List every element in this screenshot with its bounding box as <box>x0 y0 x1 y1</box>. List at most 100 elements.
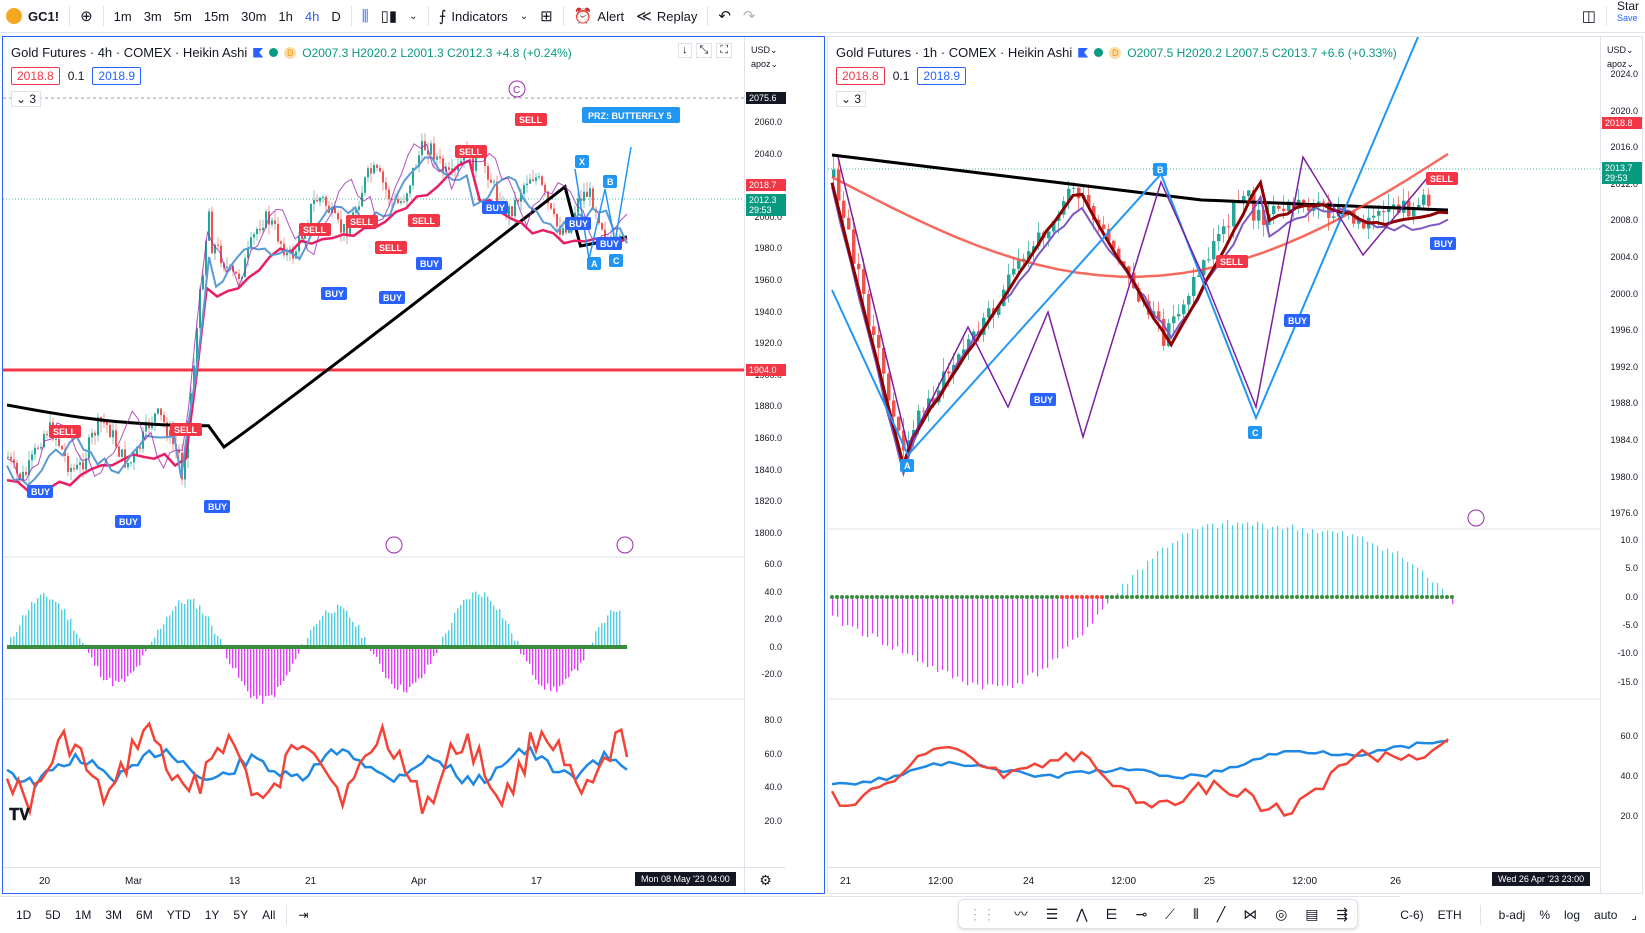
left-chart-canvas[interactable]: PRZ: BUTTERFLY 5 C X A B C SELL SELL SELL SELL SEL… <box>3 37 825 894</box>
right-price-axis[interactable]: USD⌄apoz⌄ 2024.02020.02016.02012.02008.0… <box>1600 37 1642 893</box>
compare-plus-icon[interactable]: ⊕ <box>80 8 93 25</box>
histogram-bar <box>1247 522 1249 597</box>
opt-auto[interactable]: auto <box>1594 907 1618 922</box>
interval-15m[interactable]: 15m <box>203 8 230 24</box>
abc-pattern-icon[interactable]: ⋀ <box>1076 905 1088 922</box>
timezone-label[interactable]: C-6) <box>1400 907 1424 922</box>
flag-icon[interactable] <box>1078 47 1089 58</box>
ray-line-icon[interactable]: ╱ <box>1216 905 1226 922</box>
range-6m[interactable]: 6M <box>136 908 153 922</box>
sell-signal: SELL <box>519 115 543 125</box>
histogram-bar <box>571 647 573 672</box>
flag-icon[interactable] <box>253 47 264 58</box>
right-chart-canvas[interactable]: A B C SELL SELL BUY BUY BUY <box>828 37 1643 894</box>
opt-percent[interactable]: % <box>1539 907 1550 922</box>
chevron-down-icon[interactable]: ⌄ <box>519 10 529 22</box>
right-time-axis[interactable]: Wed 26 Apr '23 23:00 21 12:00 24 12:00 25 12:… <box>828 867 1600 893</box>
opt-log[interactable]: log <box>1564 907 1581 922</box>
right-sell-price[interactable]: 2018.8 <box>836 67 885 85</box>
left-price-axis[interactable]: USD⌄apoz⌄ 2060.02040.02020.02000.01980.0… <box>744 37 786 893</box>
undo-icon[interactable]: ↶ <box>718 8 731 25</box>
spiral-icon[interactable]: ◎ <box>1275 905 1288 922</box>
horizontal-ray-icon[interactable]: ⊸ <box>1135 905 1148 922</box>
histogram-bar <box>64 608 66 647</box>
left-axis-header[interactable]: USD⌄ apoz⌄ <box>751 45 779 69</box>
zero-dot <box>1035 595 1039 599</box>
fib-channel-icon[interactable]: ⋿ <box>1105 905 1118 922</box>
parallel-lines-icon[interactable]: ☰ <box>1045 905 1059 922</box>
candle <box>346 224 348 237</box>
layout-split-icon[interactable]: ◫ <box>1581 8 1596 25</box>
histogram-bar <box>1002 597 1004 686</box>
candle <box>46 433 48 436</box>
interval-4h[interactable]: 4h <box>304 8 320 24</box>
schiff-icon[interactable]: ⇶ <box>1336 905 1349 922</box>
range-1y[interactable]: 1Y <box>204 908 220 922</box>
elliott-wave-icon[interactable]: 〰 <box>1013 906 1028 922</box>
range-ytd[interactable]: YTD <box>166 908 191 922</box>
trend-line-icon[interactable]: ⟋ <box>1165 905 1175 922</box>
opt-badj[interactable]: b-adj <box>1498 907 1526 922</box>
star-save-button[interactable]: Star Save <box>1611 0 1645 33</box>
pattern-point: X <box>579 157 585 167</box>
left-chart-title[interactable]: Gold Futures · 4h · COMEX · Heikin Ashi <box>11 45 248 60</box>
right-buy-sell-box: 2018.8 0.1 2018.9 <box>836 67 967 85</box>
candle <box>544 184 546 192</box>
replay-button[interactable]: ≪ Replay <box>630 0 703 33</box>
left-time-axis[interactable]: Mon 08 May '23 04:00 20 Mar 13 21 Apr 17 <box>3 867 744 893</box>
goto-date-icon[interactable]: ⇥ <box>298 908 309 922</box>
gann-box-icon[interactable]: ▤ <box>1305 905 1319 922</box>
range-3m[interactable]: 3M <box>105 908 123 922</box>
left-buy-price[interactable]: 2018.9 <box>92 67 142 85</box>
left-collapsed-indicators[interactable]: ⌄ 3 <box>11 91 42 107</box>
candles-chart-type-icon[interactable]: ▯▮ <box>380 8 398 25</box>
interval-1h[interactable]: 1h <box>278 8 293 24</box>
redo-icon[interactable]: ↷ <box>742 8 756 25</box>
histogram-bar <box>103 647 105 681</box>
interval-3m[interactable]: 3m <box>143 8 162 24</box>
histogram-bar <box>82 642 84 647</box>
bar-chart-type-icon[interactable]: ⫼ <box>361 7 369 25</box>
interval-1m[interactable]: 1m <box>113 8 132 24</box>
indicators-button[interactable]: ⨍ Indicators <box>433 0 514 33</box>
range-5y[interactable]: 5Y <box>233 908 249 922</box>
interval-30m[interactable]: 30m <box>241 8 267 24</box>
right-chart-title[interactable]: Gold Futures · 1h · COMEX · Heikin Ashi <box>836 45 1073 60</box>
range-5d[interactable]: 5D <box>45 908 61 922</box>
histogram-bar <box>379 647 381 664</box>
xabcd-pattern-icon[interactable]: ⋈ <box>1243 905 1258 922</box>
left-sell-price[interactable]: 2018.8 <box>11 67 60 85</box>
drag-handle-icon[interactable]: ⋮⋮ <box>967 905 996 922</box>
candle <box>837 169 841 201</box>
range-all[interactable]: All <box>262 908 276 922</box>
right-buy-price[interactable]: 2018.9 <box>917 67 967 85</box>
fib-timezone-icon[interactable]: ⦀ <box>1192 905 1200 922</box>
symbol-search[interactable]: GC1! <box>0 0 65 33</box>
zero-dot <box>1120 595 1124 599</box>
right-collapsed-indicators[interactable]: ⌄ 3 <box>836 91 867 107</box>
fullscreen-corner-icon[interactable]: ⌟ <box>1631 907 1637 922</box>
alert-button[interactable]: ⏰ Alert <box>568 0 630 33</box>
candle <box>1252 190 1256 221</box>
interval-d[interactable]: D <box>331 8 341 24</box>
histogram-bar <box>1372 543 1374 597</box>
osc-tick: 0.0 <box>769 641 782 652</box>
histogram-bar <box>1317 532 1319 597</box>
histogram-bar <box>1122 583 1124 597</box>
candle <box>1032 246 1036 252</box>
templates-grid-icon[interactable]: ⊞ <box>540 8 553 25</box>
range-1m[interactable]: 1M <box>74 908 92 922</box>
interval-5m[interactable]: 5m <box>173 8 192 24</box>
left-chart-pane[interactable]: PRZ: BUTTERFLY 5 C X A B C SELL SELL SELL SELL SEL… <box>2 36 825 894</box>
chevron-down-icon[interactable]: ⌄ <box>409 10 418 22</box>
candle <box>520 193 522 202</box>
right-axis-header[interactable]: USD⌄ apoz⌄ <box>1607 45 1635 69</box>
settings-gear-icon[interactable]: ⚙ <box>744 867 786 893</box>
histogram-bar <box>487 596 489 647</box>
range-1d[interactable]: 1D <box>16 908 32 922</box>
collapse-icon[interactable]: ⤡ <box>695 43 713 58</box>
maximize-icon[interactable]: ⛶ <box>716 43 733 58</box>
arrow-down-icon[interactable]: ↓ <box>678 43 692 58</box>
right-chart-pane[interactable]: A B C SELL SELL BUY BUY BUY Gold Futures · 1h ·… <box>827 36 1643 894</box>
session-eth[interactable]: ETH <box>1437 907 1462 922</box>
